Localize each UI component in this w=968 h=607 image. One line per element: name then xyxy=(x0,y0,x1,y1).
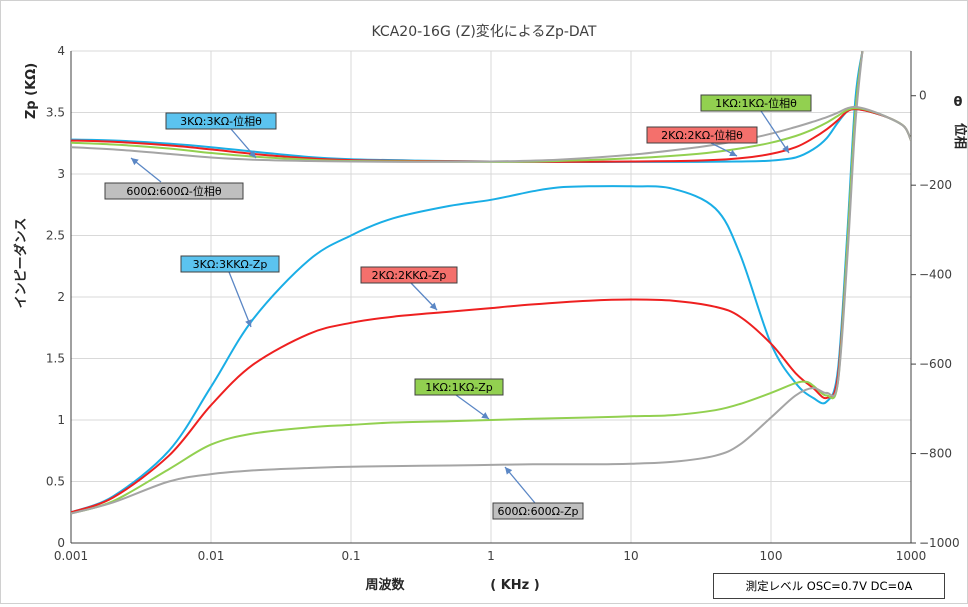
chart-title: KCA20-16G (Z)変化によるZp-DAT xyxy=(372,23,597,40)
measurement-note: 測定レベル OSC=0.7V DC=0A xyxy=(713,573,945,599)
annotation-label-box xyxy=(165,112,277,130)
y-axis-right-top-label: θ xyxy=(954,95,963,110)
y-tick-label-left: 4 xyxy=(57,44,65,58)
series-line xyxy=(71,51,864,515)
annotation-label-box xyxy=(180,255,280,273)
y-axis-right-label: 位相 xyxy=(952,123,967,149)
annotations: 3KΩ:3KΩ-位相θ 600Ω:600Ω-位相θ 1KΩ:1KΩ-位相θ 2KΩ:2… xyxy=(104,94,812,520)
annotation-label: 1KΩ:1KΩ-Zp xyxy=(425,381,492,394)
y-tick-label-right: 0 xyxy=(919,89,927,103)
y-tick-label-right: −200 xyxy=(919,178,952,192)
axes xyxy=(70,51,916,544)
annotation-arrow-head xyxy=(429,302,437,310)
annotation-label: 1KΩ:1KΩ-位相θ xyxy=(715,96,797,110)
annotation-label-box xyxy=(104,182,244,200)
annotation-arrow-line xyxy=(504,466,536,504)
y-tick-label-right: −600 xyxy=(919,357,952,371)
annotation-label-box xyxy=(646,126,758,144)
annotation-arrow-head xyxy=(505,467,513,475)
y-tick-label-left: 3 xyxy=(57,167,65,181)
annotation-arrow-line xyxy=(760,110,790,154)
annotation-arrow-head xyxy=(248,150,256,158)
y-tick-label-right: −800 xyxy=(919,447,952,461)
annotation-label: 3KΩ:3KKΩ-Zp xyxy=(193,258,268,271)
annotation-label: 2KΩ:2KΩ-位相θ xyxy=(661,128,743,142)
annotation-arrow-head xyxy=(131,158,139,166)
annotation-label-box xyxy=(700,94,812,112)
annotation-label: 3KΩ:3KΩ-位相θ xyxy=(180,114,262,128)
y-axis-left-top-label: Zp (KΩ) xyxy=(24,63,39,119)
x-axis-label: 周波数 xyxy=(365,577,405,593)
y-tick-label-left: 0 xyxy=(57,536,65,550)
series-line xyxy=(71,105,911,163)
x-axis-unit: ( KHz ) xyxy=(490,578,539,593)
y-tick-label-left: 2.5 xyxy=(46,229,65,243)
annotation-arrow-line xyxy=(228,271,252,328)
annotation-label: 600Ω:600Ω-位相θ xyxy=(126,184,221,198)
y-tick-label-right: −1000 xyxy=(919,536,960,550)
y-tick-label-left: 0.5 xyxy=(46,475,65,489)
x-tick-label: 0.1 xyxy=(341,549,360,563)
y-tick-label-left: 1 xyxy=(57,413,65,427)
annotation-label-box xyxy=(360,266,458,284)
annotation-arrow-head xyxy=(481,412,489,419)
x-tick-label: 0.01 xyxy=(198,549,225,563)
annotation-arrow-head xyxy=(782,145,789,153)
x-tick-label: 0.001 xyxy=(54,549,88,563)
y-tick-label-left: 2 xyxy=(57,290,65,304)
x-tick-label: 100 xyxy=(760,549,783,563)
annotation-arrow-head xyxy=(729,149,737,156)
y-tick-label-left: 3.5 xyxy=(46,106,65,120)
series-line xyxy=(71,51,864,515)
annotation-label: 600Ω:600Ω-Zp xyxy=(498,505,579,518)
annotation-label-box xyxy=(492,502,584,520)
y-tick-label-left: 1.5 xyxy=(46,352,65,366)
annotation-label-box xyxy=(414,378,504,396)
x-tick-label: 10 xyxy=(623,549,638,563)
annotation-arrow-head xyxy=(245,319,252,327)
annotation-label: 2KΩ:2KKΩ-Zp xyxy=(372,269,447,282)
tick-labels: 0.001 0.01 0.1 1 10 100 1000 0 0.5 1 1.5 2 2.5 3 3.5 4 −… xyxy=(46,44,960,563)
y-tick-label-right: −400 xyxy=(919,268,952,282)
y-axis-left-label: インピーダンス xyxy=(13,218,29,309)
x-tick-label: 1 xyxy=(487,549,495,563)
x-tick-label: 1000 xyxy=(896,549,927,563)
